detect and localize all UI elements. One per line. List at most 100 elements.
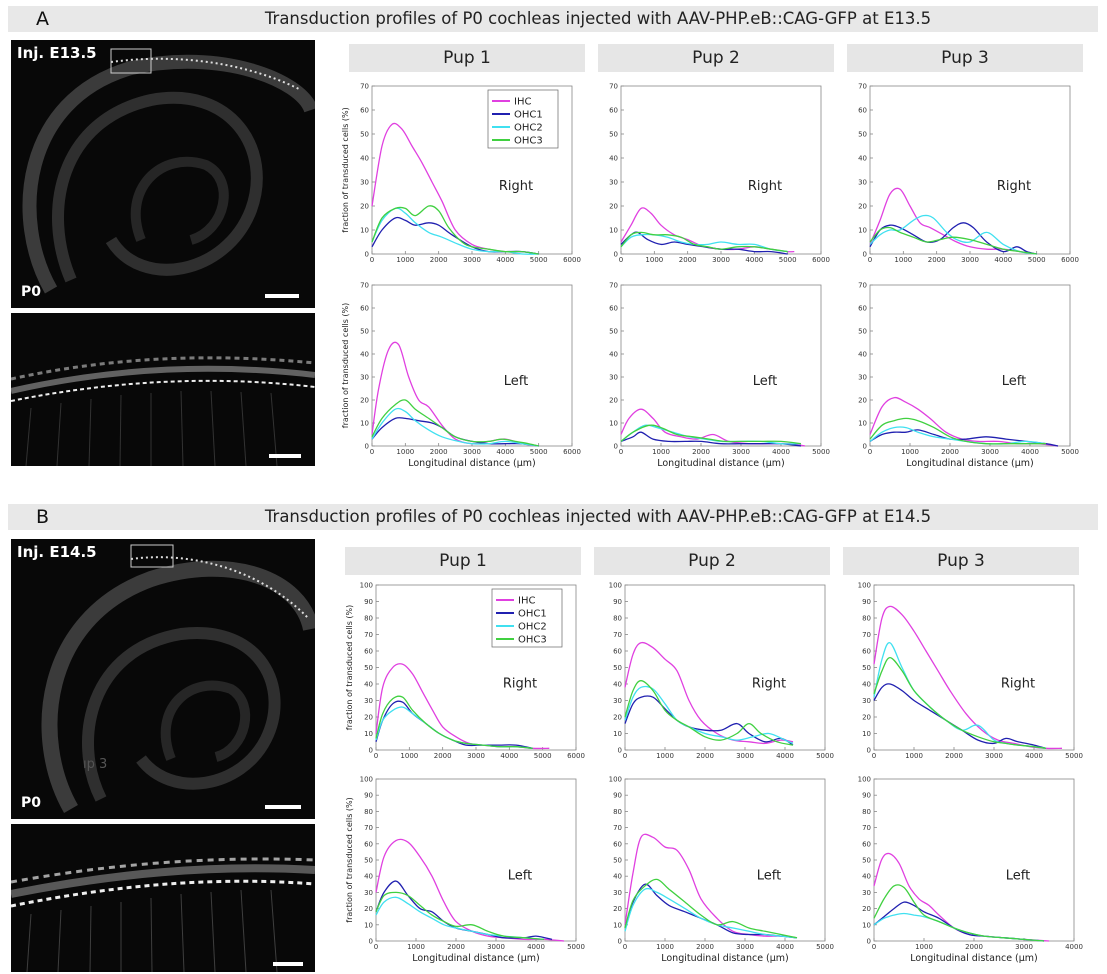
x-tick-label: 2000: [692, 448, 710, 456]
y-tick-label: 90: [364, 792, 373, 800]
y-tick-label: 100: [360, 776, 373, 784]
x-tick-label: 6000: [563, 256, 581, 264]
y-tick-label: 40: [858, 351, 867, 359]
y-tick-label: 30: [360, 374, 369, 382]
plot-a-pup2-left: 0 10 20 30 40 50 60 70 0 1000 2000 3000 4000 5000 Left…: [609, 282, 830, 470]
y-tick-label: 100: [609, 776, 622, 784]
y-tick-label: 20: [858, 203, 867, 211]
x-tick-label: 4000: [527, 943, 545, 951]
y-tick-label: 60: [858, 107, 867, 115]
injection-label-a: Inj. E13.5: [17, 44, 97, 62]
y-tick-label: 30: [360, 179, 369, 187]
y-tick-label: 90: [862, 598, 871, 606]
y-tick-label: 30: [858, 179, 867, 187]
y-tick-label: 50: [613, 664, 622, 672]
y-tick-label: 10: [360, 420, 369, 428]
x-tick-label: 4000: [496, 448, 514, 456]
y-tick-label: 30: [613, 889, 622, 897]
y-tick-label: 80: [613, 808, 622, 816]
legend-label-ohc2: OHC2: [518, 622, 547, 633]
x-tick-label: 1000: [407, 943, 425, 951]
y-tick-label: 40: [360, 351, 369, 359]
y-tick-label: 60: [360, 305, 369, 313]
x-tick-label: 0: [370, 256, 374, 264]
x-tick-label: 1000: [656, 752, 674, 760]
plot-frame: [620, 85, 822, 255]
pup-header-b-2: Pup 2: [594, 547, 830, 575]
y-tick-label: 40: [613, 873, 622, 881]
x-tick-label: 5000: [812, 448, 830, 456]
y-tick-label: 40: [862, 873, 871, 881]
y-tick-label: 70: [858, 282, 867, 290]
y-tick-label: 80: [862, 808, 871, 816]
x-tick-label: 3000: [732, 448, 750, 456]
side-label: Left: [1002, 374, 1026, 389]
x-axis-label: Longitudinal distance (µm): [661, 953, 789, 964]
series-line-ihc: [624, 641, 794, 745]
pup-header-b-1: Pup 1: [345, 547, 581, 575]
y-tick-label: 20: [862, 714, 871, 722]
plot-a-pup3-left: 0 10 20 30 40 50 60 70 0 1000 2000 3000 4000 5000 Left…: [858, 282, 1079, 470]
x-tick-label: 3000: [463, 256, 481, 264]
y-tick-label: 50: [862, 664, 871, 672]
x-axis-label: Longitudinal distance (µm): [408, 458, 536, 469]
plot-frame: [869, 284, 1071, 447]
x-tick-label: 2000: [696, 943, 714, 951]
y-tick-label: 10: [360, 227, 369, 235]
cochlea-spiral-a: [22, 48, 315, 294]
y-tick-label: 60: [364, 840, 373, 848]
y-tick-label: 30: [862, 697, 871, 705]
panel-a-header: A Transduction profiles of P0 cochleas i…: [8, 6, 1098, 32]
series-line-ohc1: [869, 222, 1037, 255]
y-tick-label: 90: [364, 598, 373, 606]
y-tick-label: 50: [862, 857, 871, 865]
scale-bar-b-zoom: [273, 962, 303, 966]
y-tick-label: 20: [360, 397, 369, 405]
scale-bar-a-zoom: [269, 454, 301, 458]
y-tick-label: 10: [862, 730, 871, 738]
y-tick-label: 90: [613, 792, 622, 800]
x-tick-label: 0: [868, 448, 872, 456]
series-line-ohc2: [624, 685, 794, 744]
x-tick-label: 1000: [905, 752, 923, 760]
y-tick-label: 70: [613, 631, 622, 639]
side-label: Left: [504, 374, 528, 389]
x-tick-label: 2000: [430, 256, 448, 264]
x-tick-label: 5000: [567, 943, 585, 951]
series-line-ohc1: [620, 431, 802, 447]
plot-frame: [624, 778, 826, 942]
x-tick-label: 0: [872, 752, 876, 760]
hair-cell-zoom-b: [11, 857, 315, 972]
age-label-b: P0: [21, 795, 42, 811]
x-tick-label: 5000: [1061, 448, 1079, 456]
y-tick-label: 60: [613, 840, 622, 848]
legend-box: [491, 588, 563, 648]
x-tick-label: 2000: [941, 448, 959, 456]
x-tick-label: 3000: [1015, 943, 1033, 951]
y-tick-label: 20: [609, 397, 618, 405]
x-tick-label: 4000: [994, 256, 1012, 264]
x-tick-label: 5000: [816, 752, 834, 760]
plot-frame: [375, 778, 577, 942]
series-line-ohc3: [371, 205, 539, 255]
x-tick-label: 0: [374, 943, 378, 951]
y-tick-label: 70: [360, 83, 369, 91]
x-tick-label: 3000: [463, 448, 481, 456]
y-tick-label: 50: [609, 328, 618, 336]
y-tick-label: 0: [369, 747, 373, 755]
y-tick-label: 40: [609, 351, 618, 359]
plot-area: 0 10 20 30 40 50 60 70 0 1000 2000 3000 4000 5000 6000…: [341, 83, 581, 265]
x-tick-label: 1000: [901, 448, 919, 456]
y-tick-label: 0: [614, 443, 618, 451]
cochlea-spiral-b: [41, 544, 315, 813]
x-tick-label: 3000: [487, 943, 505, 951]
y-tick-label: 10: [862, 921, 871, 929]
y-tick-label: 40: [613, 681, 622, 689]
series-line-ohc3: [873, 656, 1047, 749]
x-tick-label: 0: [619, 256, 623, 264]
y-tick-label: 70: [360, 282, 369, 290]
x-tick-label: 3000: [736, 943, 754, 951]
legend-label-ohc3: OHC3: [518, 635, 547, 646]
